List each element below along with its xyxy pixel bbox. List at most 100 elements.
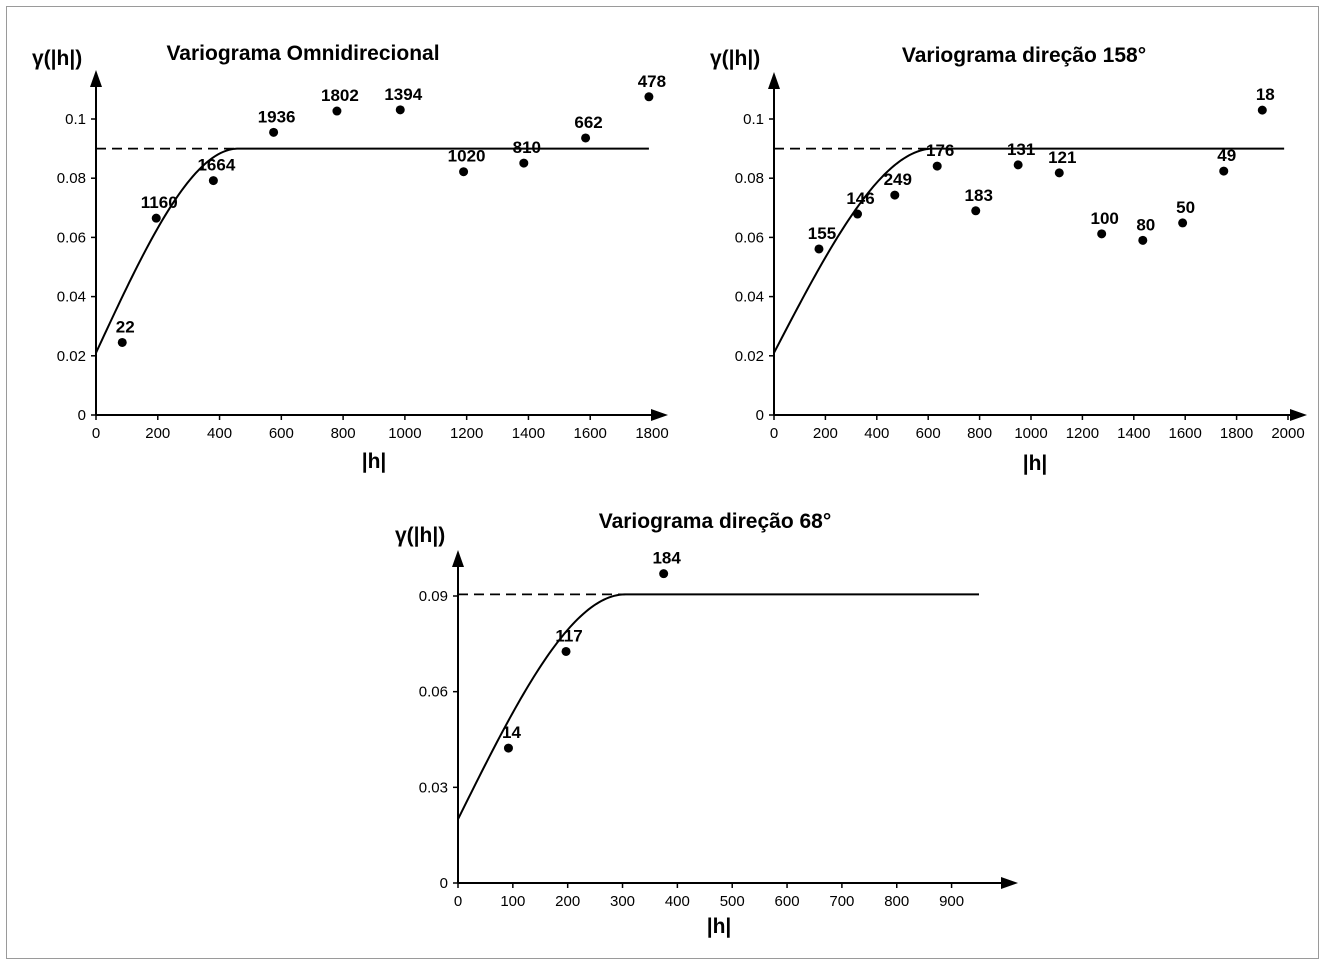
- x-tick-label: 0: [454, 893, 462, 910]
- data-point-label: 176: [926, 141, 954, 160]
- y-tick-label: 0: [440, 875, 448, 892]
- y-tick-label: 0.04: [57, 289, 86, 306]
- data-point-label: 131: [1007, 140, 1035, 159]
- x-tick-label: 200: [145, 425, 170, 442]
- data-point-label: 22: [116, 317, 135, 336]
- data-point: [208, 176, 218, 186]
- x-tick-label: 1400: [1117, 425, 1150, 442]
- data-point-label: 1936: [258, 107, 296, 126]
- y-tick-label: 0: [78, 407, 86, 424]
- data-point-label: 249: [884, 170, 912, 189]
- y-tick-label: 0.06: [735, 229, 764, 246]
- data-point-label: 14: [502, 723, 521, 742]
- x-tick-label: 300: [610, 893, 635, 910]
- y-axis-label: γ(|h|): [395, 524, 445, 547]
- x-axis-arrow-icon: [1001, 877, 1018, 889]
- x-axis-arrow-icon: [651, 409, 668, 421]
- x-tick-label: 800: [967, 425, 992, 442]
- x-tick-label: 1200: [1066, 425, 1099, 442]
- y-axis-arrow-icon: [452, 550, 464, 567]
- x-axis-label: |h|: [707, 915, 732, 938]
- x-tick-label: 1600: [1169, 425, 1202, 442]
- x-tick-label: 400: [864, 425, 889, 442]
- chart-3: Variograma direção 68° γ(|h|) |h| 0 100 200 30…: [395, 510, 1018, 938]
- y-tick-label: 0.02: [735, 348, 764, 365]
- data-point-label: 1020: [448, 147, 486, 166]
- data-point-label: 184: [652, 549, 681, 568]
- data-point: [1138, 235, 1148, 245]
- x-tick-label: 1200: [450, 425, 483, 442]
- y-tick-label: 0.02: [57, 348, 86, 365]
- data-point-label: 121: [1048, 148, 1076, 167]
- y-axis-arrow-icon: [768, 72, 780, 89]
- x-axis-label: |h|: [1023, 452, 1048, 475]
- model-curve: [457, 593, 979, 820]
- data-point-label: 183: [965, 186, 993, 205]
- x-tick-label: 600: [916, 425, 941, 442]
- data-point-label: 80: [1136, 215, 1155, 234]
- y-tick-label: 0.09: [419, 588, 448, 605]
- model-curve: [773, 147, 1285, 354]
- chart-title: Variograma Omnidirecional: [166, 42, 439, 65]
- y-tick-label: 0.08: [57, 170, 86, 187]
- data-point-label: 100: [1090, 209, 1118, 228]
- x-tick-label: 800: [331, 425, 356, 442]
- data-point-label: 1802: [321, 86, 359, 105]
- x-tick-label: 0: [92, 425, 100, 442]
- x-tick-label: 100: [500, 893, 525, 910]
- x-tick-label: 400: [665, 893, 690, 910]
- chart-2: Variograma direção 158° γ(|h|) |h| 0 200 400 6…: [710, 44, 1307, 475]
- data-point: [1219, 166, 1229, 176]
- x-tick-label: 600: [269, 425, 294, 442]
- data-point: [519, 158, 529, 168]
- data-point: [971, 206, 981, 216]
- y-tick-label: 0.1: [65, 111, 86, 128]
- data-point-label: 49: [1217, 146, 1236, 165]
- x-tick-label: 600: [775, 893, 800, 910]
- chart-title: Variograma direção 158°: [902, 44, 1146, 67]
- data-point: [1054, 168, 1064, 178]
- x-tick-label: 500: [720, 893, 745, 910]
- x-tick-label: 700: [829, 893, 854, 910]
- data-point: [151, 213, 161, 223]
- x-tick-label: 900: [939, 893, 964, 910]
- data-point-label: 810: [513, 138, 541, 157]
- data-point-label: 50: [1176, 198, 1195, 217]
- data-point: [644, 92, 654, 102]
- x-axis-arrow-icon: [1290, 409, 1307, 421]
- y-tick-label: 0.04: [735, 289, 764, 306]
- x-tick-label: 1400: [512, 425, 545, 442]
- x-tick-label: 1000: [1014, 425, 1047, 442]
- data-point-label: 478: [638, 72, 666, 91]
- data-point: [459, 167, 469, 177]
- y-tick-label: 0.08: [735, 170, 764, 187]
- data-point: [890, 190, 900, 200]
- y-axis-label: γ(|h|): [32, 47, 82, 70]
- y-axis-arrow-icon: [90, 70, 102, 87]
- chart-title: Variograma direção 68°: [599, 510, 832, 533]
- data-point-label: 117: [555, 626, 582, 645]
- data-point: [659, 569, 669, 579]
- data-point-label: 1160: [141, 193, 178, 212]
- y-tick-label: 0.03: [419, 779, 448, 796]
- x-tick-label: 400: [207, 425, 232, 442]
- x-tick-label: 2000: [1271, 425, 1304, 442]
- data-point: [1257, 105, 1267, 115]
- data-point: [1178, 218, 1188, 228]
- data-point: [117, 337, 127, 347]
- y-tick-label: 0.1: [743, 111, 764, 128]
- x-tick-label: 1800: [1220, 425, 1253, 442]
- data-point-label: 1664: [197, 156, 235, 175]
- figure-frame: [6, 6, 1319, 959]
- data-point: [269, 127, 279, 137]
- x-tick-label: 200: [813, 425, 838, 442]
- x-tick-label: 800: [884, 893, 909, 910]
- data-point: [561, 646, 571, 656]
- x-tick-label: 0: [770, 425, 778, 442]
- x-tick-label: 1600: [574, 425, 607, 442]
- x-tick-label: 1000: [388, 425, 421, 442]
- y-tick-label: 0: [756, 407, 764, 424]
- data-point-label: 662: [574, 113, 602, 132]
- data-point: [1097, 229, 1107, 239]
